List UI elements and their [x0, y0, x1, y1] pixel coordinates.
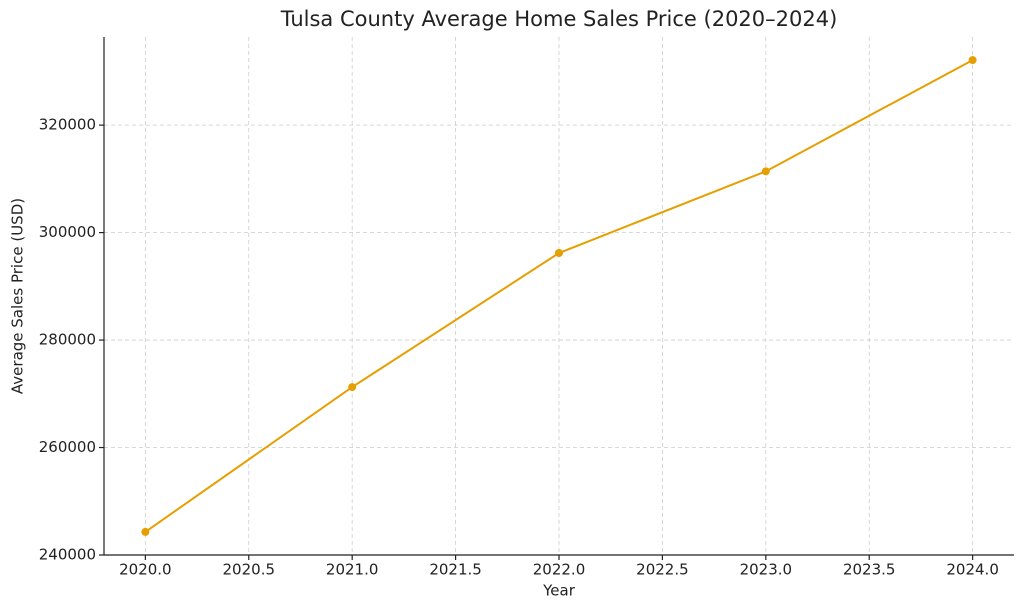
x-axis-label: Year [542, 582, 576, 600]
y-tick-label: 280000 [39, 331, 96, 349]
x-tick-label: 2020.5 [223, 561, 276, 579]
data-point [968, 56, 977, 65]
x-tick-label: 2022.5 [636, 561, 689, 579]
y-axis-label: Average Sales Price (USD) [9, 198, 27, 394]
x-tick-label: 2023.0 [740, 561, 793, 579]
x-tick-label: 2022.0 [533, 561, 586, 579]
x-tick-label: 2021.0 [326, 561, 379, 579]
data-point [555, 249, 563, 258]
x-tick-label: 2020.0 [119, 561, 172, 579]
x-tick-label: 2021.5 [429, 561, 482, 579]
y-tick-label: 300000 [39, 223, 96, 241]
x-tick-label: 2024.0 [946, 561, 999, 579]
y-tick-label: 260000 [39, 438, 96, 456]
x-tick-label: 2023.5 [843, 561, 896, 579]
data-point [141, 527, 150, 536]
data-point [348, 383, 357, 392]
chart-title: Tulsa County Average Home Sales Price (2… [280, 7, 838, 31]
y-tick-label: 320000 [39, 116, 96, 134]
data-point [761, 167, 770, 176]
y-tick-label: 240000 [39, 546, 96, 564]
